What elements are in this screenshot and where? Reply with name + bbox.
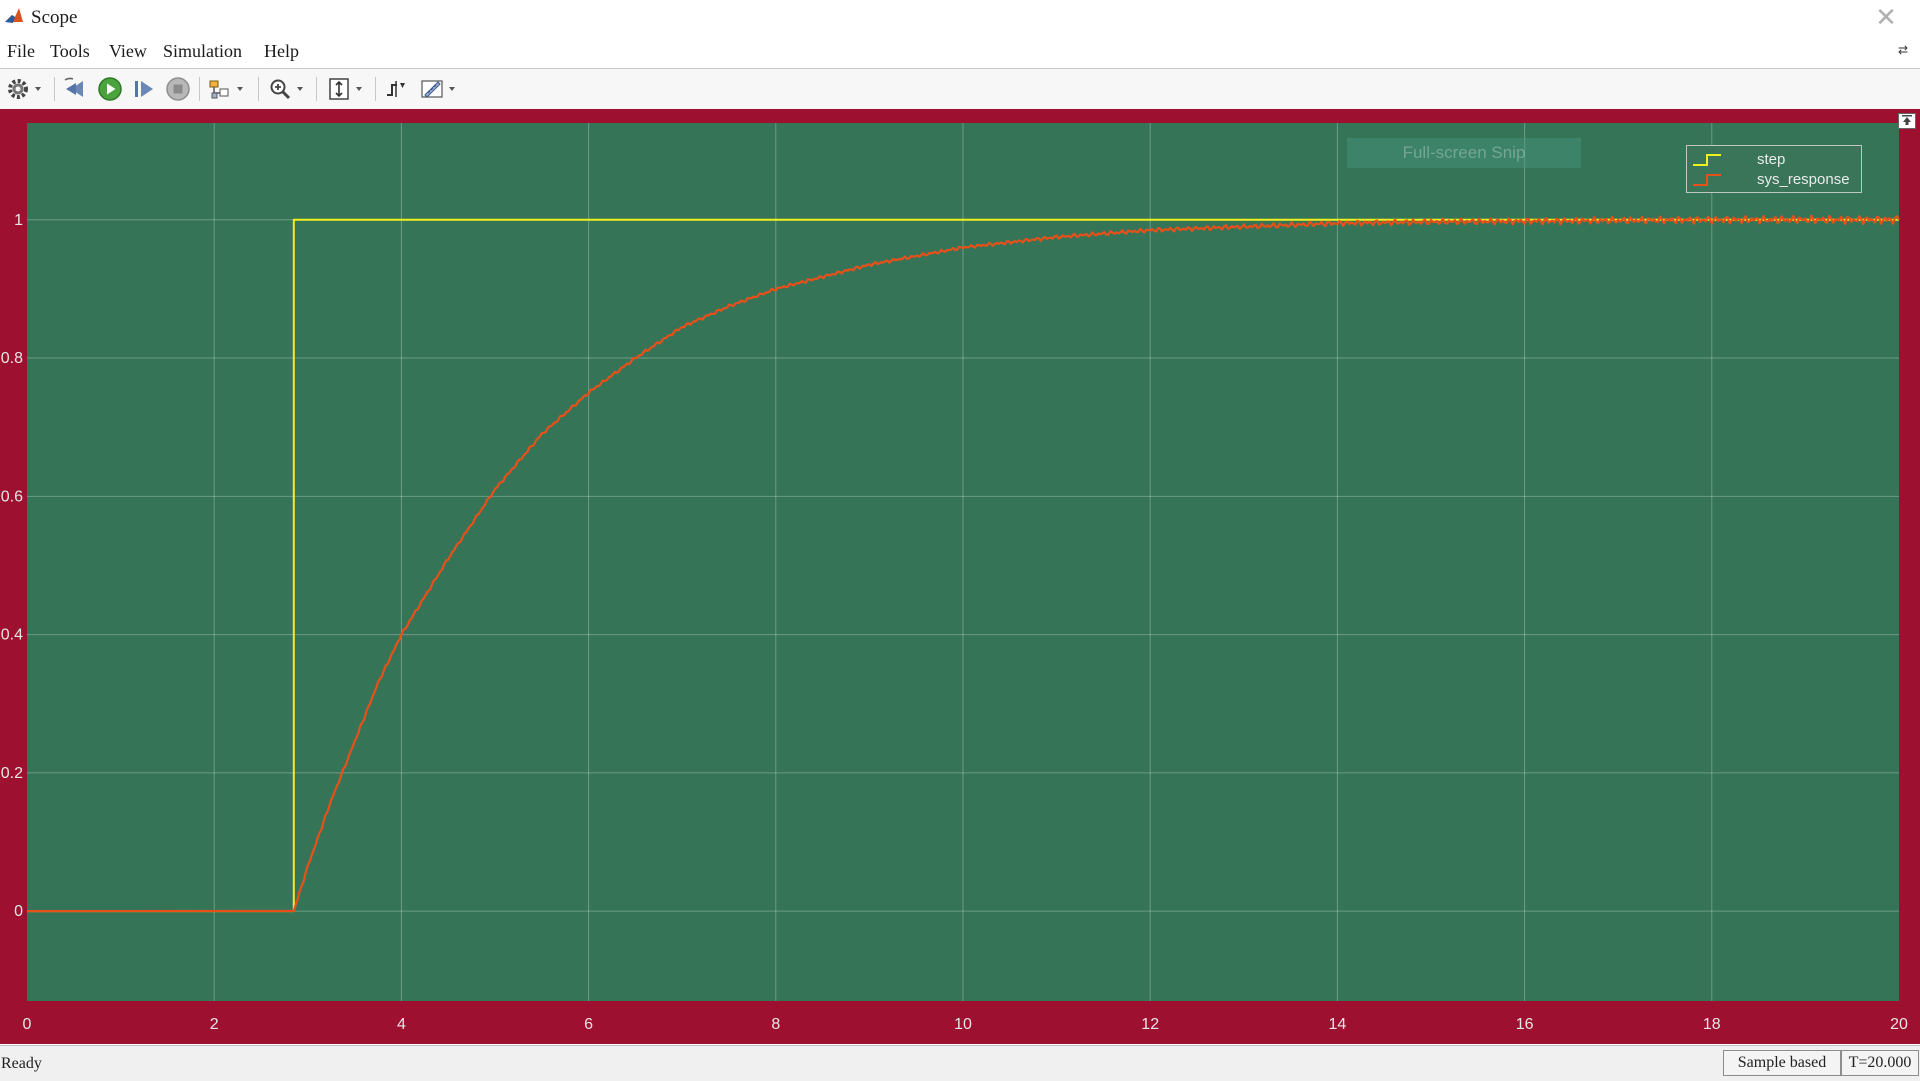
close-button[interactable]: ✕ <box>1872 2 1900 32</box>
autoscale-button[interactable] <box>327 76 362 102</box>
step-forward-button[interactable] <box>132 76 156 102</box>
title-bar: Scope ✕ <box>0 0 1920 35</box>
snip-overlay: Full-screen Snip <box>1347 138 1581 168</box>
dropdown-arrow-icon <box>35 87 41 91</box>
y-tick-label: 0.2 <box>1 765 23 782</box>
x-tick-label: 20 <box>1890 1016 1908 1033</box>
matlab-icon <box>4 6 24 31</box>
menu-help[interactable]: Help <box>264 41 299 61</box>
toolbar-separator <box>316 77 317 101</box>
gear-icon <box>8 79 28 99</box>
step-back-icon <box>64 77 83 97</box>
undock-button[interactable] <box>1898 113 1916 129</box>
y-tick-label: 0.4 <box>1 627 23 644</box>
toolbar-separator <box>199 77 200 101</box>
dropdown-arrow-icon <box>356 87 362 91</box>
series-lines <box>26 214 1900 913</box>
autoscale-icon <box>329 78 349 100</box>
legend[interactable]: step sys_response <box>1686 145 1862 193</box>
y-tick-label: 0.6 <box>1 488 23 505</box>
step-back-button[interactable] <box>63 76 87 102</box>
simulation-time-indicator: T=20.000 <box>1841 1050 1919 1076</box>
y-tick-label: 0 <box>14 903 23 920</box>
configuration-button[interactable] <box>6 76 41 102</box>
x-tick-label: 12 <box>1141 1016 1159 1033</box>
legend-item-step[interactable]: step <box>1687 150 1861 170</box>
plot-area <box>27 123 1899 1001</box>
x-tick-label: 6 <box>584 1016 593 1033</box>
x-tick-label: 16 <box>1516 1016 1534 1033</box>
zoom-button[interactable] <box>268 76 303 102</box>
y-tick-label: 1 <box>14 212 23 229</box>
step-forward-icon <box>135 81 153 97</box>
toolbar-separator <box>375 77 376 101</box>
menu-simulation[interactable]: Simulation <box>163 41 243 61</box>
x-tick-label: 10 <box>954 1016 972 1033</box>
cursor-measurements-button[interactable] <box>420 76 455 102</box>
maximize-axes-icon <box>1902 115 1912 125</box>
legend-item-sys-response[interactable]: sys_response <box>1687 170 1861 190</box>
sample-mode-indicator: Sample based <box>1723 1050 1841 1076</box>
y-tick-label: 0.8 <box>1 350 23 367</box>
menu-bar: File Tools View Simulation Help ⇄ <box>0 36 1920 67</box>
step-line-icon <box>1693 174 1721 186</box>
x-tick-label: 2 <box>210 1016 219 1033</box>
menu-view[interactable]: View <box>109 41 147 61</box>
triggers-icon <box>387 81 405 97</box>
cursor-measurements-icon <box>421 80 443 98</box>
scope-display: 0 2 4 6 8 10 12 14 16 18 20 0 0.2 0.4 0.6 0.8 1 <box>0 109 1920 1044</box>
dropdown-arrow-icon <box>297 87 303 91</box>
zoom-icon <box>270 79 291 100</box>
toolbar <box>0 68 1920 110</box>
legend-label: step <box>1757 151 1786 168</box>
series-sys-response <box>26 214 1900 913</box>
x-tick-label: 14 <box>1329 1016 1347 1033</box>
status-bar: Ready Sample based T=20.000 <box>0 1045 1920 1081</box>
x-tick-label: 0 <box>23 1016 32 1033</box>
status-text: Ready <box>1 1055 42 1072</box>
x-axis-ticks: 0 2 4 6 8 10 12 14 16 18 20 <box>23 1016 1908 1033</box>
scope-plot[interactable]: 0 2 4 6 8 10 12 14 16 18 20 0 0.2 0.4 0.6 0.8 1 <box>0 109 1920 1044</box>
dropdown-arrow-icon <box>237 87 243 91</box>
toolbar-separator <box>54 77 55 101</box>
y-axis-ticks: 0 0.2 0.4 0.6 0.8 1 <box>1 212 23 920</box>
highlight-icon <box>209 80 229 99</box>
step-line-icon <box>1693 154 1721 166</box>
highlight-block-button[interactable] <box>208 76 243 102</box>
menu-tools[interactable]: Tools <box>50 41 90 61</box>
legend-label: sys_response <box>1757 171 1850 188</box>
run-button[interactable] <box>97 76 123 102</box>
menu-file[interactable]: File <box>7 41 36 61</box>
x-tick-label: 4 <box>397 1016 406 1033</box>
run-icon <box>98 77 122 101</box>
toolbar-separator <box>258 77 259 101</box>
triggers-button[interactable] <box>384 76 408 102</box>
dropdown-arrow-icon <box>449 87 455 91</box>
x-tick-label: 8 <box>771 1016 780 1033</box>
window-title: Scope <box>31 7 78 28</box>
close-icon: ✕ <box>1875 2 1897 32</box>
stop-icon <box>166 77 190 101</box>
x-tick-label: 18 <box>1703 1016 1721 1033</box>
expand-menu-icon[interactable]: ⇄ <box>1898 43 1909 57</box>
stop-button[interactable] <box>165 76 191 102</box>
